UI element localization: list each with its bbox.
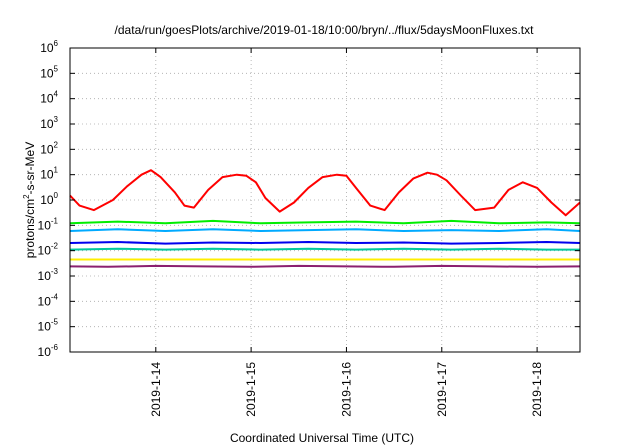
y-tick-exp: 0 bbox=[54, 191, 59, 200]
y-tick-label: 10-2 bbox=[38, 242, 59, 258]
y-tick-label: 100 bbox=[40, 191, 58, 207]
series-line-1 bbox=[69, 169, 581, 217]
y-tick-base: 10 bbox=[40, 117, 54, 131]
y-tick-base: 10 bbox=[38, 269, 52, 283]
y-tick-exp: 5 bbox=[54, 64, 59, 73]
y-tick-exp: 3 bbox=[54, 115, 59, 124]
series-line-2 bbox=[69, 219, 581, 225]
y-tick-base: 10 bbox=[40, 66, 54, 80]
y-tick-label: 102 bbox=[40, 140, 58, 156]
y-tick-label: 10-4 bbox=[38, 292, 59, 308]
series-line-4 bbox=[69, 241, 581, 245]
y-tick-label: 10-1 bbox=[38, 216, 59, 232]
y-tick-label: 10-3 bbox=[38, 267, 59, 283]
y-tick-base: 10 bbox=[38, 218, 52, 232]
y-tick-exp: 6 bbox=[54, 39, 59, 48]
y-tick-exp: -5 bbox=[51, 318, 59, 327]
x-axis-label: Coordinated Universal Time (UTC) bbox=[230, 431, 414, 445]
y-tick-exp: -4 bbox=[51, 292, 59, 301]
y-axis-label-base: protons/cm bbox=[23, 199, 37, 258]
y-tick-base: 10 bbox=[40, 142, 54, 156]
series-group bbox=[69, 169, 581, 268]
x-tick-label: 2019-1-14 bbox=[149, 362, 163, 417]
y-tick-base: 10 bbox=[38, 244, 52, 258]
y-tick-base: 10 bbox=[40, 193, 54, 207]
y-tick-label: 10-5 bbox=[38, 318, 59, 334]
ticks bbox=[70, 47, 580, 353]
y-tick-exp: -6 bbox=[51, 343, 59, 352]
x-tick-label: 2019-1-15 bbox=[244, 362, 258, 417]
y-tick-exp: -2 bbox=[51, 242, 59, 251]
y-tick-labels: 10-610-510-410-310-210-11001011021031041… bbox=[38, 39, 59, 359]
y-tick-base: 10 bbox=[40, 41, 54, 55]
series-line-7 bbox=[69, 264, 581, 268]
y-tick-exp: 1 bbox=[54, 166, 59, 175]
y-tick-base: 10 bbox=[38, 294, 52, 308]
y-tick-exp: -1 bbox=[51, 216, 59, 225]
y-axis-label-tail: -s-sr-MeV bbox=[23, 142, 37, 195]
x-tick-labels: 2019-1-14 2019-1-15 2019-1-16 2019-1-17 2019… bbox=[149, 362, 544, 417]
y-tick-exp: 4 bbox=[54, 90, 59, 99]
grid bbox=[70, 47, 580, 353]
y-axis-label: protons/cm2-s-sr-MeV bbox=[22, 142, 37, 258]
y-tick-exp: 2 bbox=[54, 140, 59, 149]
chart-title: /data/run/goesPlots/archive/2019-01-18/1… bbox=[115, 23, 535, 37]
y-tick-base: 10 bbox=[38, 345, 52, 359]
y-tick-label: 104 bbox=[40, 90, 58, 106]
y-tick-exp: -3 bbox=[51, 267, 59, 276]
series-line-5 bbox=[69, 247, 580, 251]
y-tick-label: 101 bbox=[40, 166, 58, 182]
y-tick-base: 10 bbox=[40, 92, 54, 106]
y-tick-label: 106 bbox=[40, 39, 58, 55]
y-tick-label: 105 bbox=[40, 64, 58, 80]
y-tick-base: 10 bbox=[38, 320, 52, 334]
y-tick-base: 10 bbox=[40, 168, 54, 182]
y-tick-label: 103 bbox=[40, 115, 58, 131]
x-tick-label: 2019-1-17 bbox=[435, 362, 449, 417]
series-line-3 bbox=[69, 228, 581, 232]
y-tick-label: 10-6 bbox=[38, 343, 59, 359]
x-tick-label: 2019-1-16 bbox=[339, 362, 353, 417]
y-axis-label-sup: 2 bbox=[22, 194, 31, 199]
x-tick-label: 2019-1-18 bbox=[530, 362, 544, 417]
